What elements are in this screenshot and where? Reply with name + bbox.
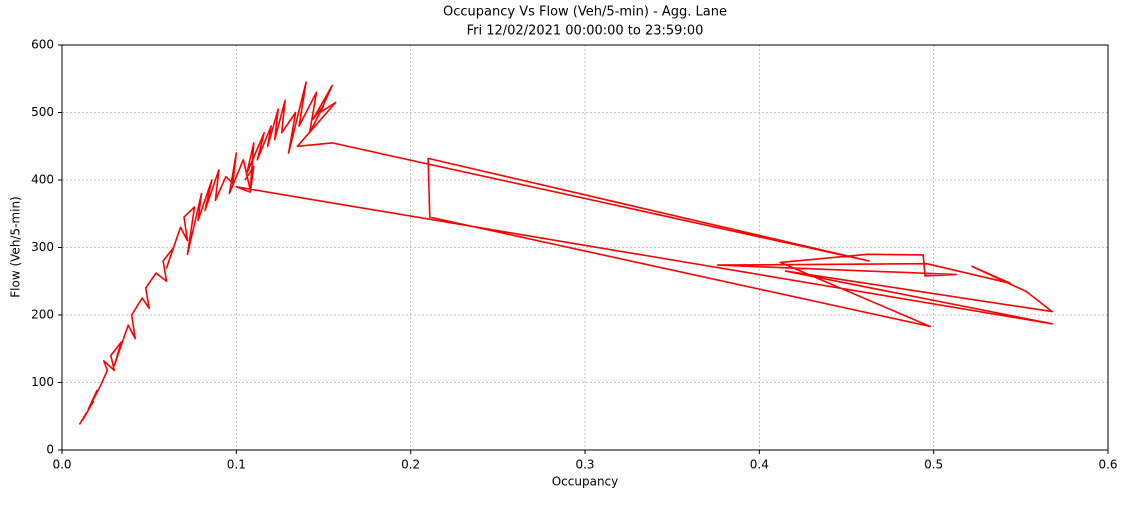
x-tick-label: 0.4 (750, 458, 769, 472)
y-axis-label: Flow (Veh/5-min) (9, 196, 23, 297)
x-tick-label: 0.3 (575, 458, 594, 472)
y-tick-label: 500 (31, 105, 54, 119)
chart-subtitle: Fri 12/02/2021 00:00:00 to 23:59:00 (467, 24, 704, 39)
x-tick-label: 0.2 (401, 458, 420, 472)
x-tick-label: 0.5 (924, 458, 943, 472)
x-tick-label: 0.1 (227, 458, 246, 472)
y-tick-label: 100 (31, 375, 54, 389)
data-line (78, 81, 1053, 425)
y-tick-label: 400 (31, 173, 54, 187)
y-tick-label: 600 (31, 38, 54, 52)
x-tick-label: 0.6 (1098, 458, 1117, 472)
x-tick-label: 0.0 (52, 458, 71, 472)
plot-frame (61, 44, 1109, 451)
y-tick-label: 200 (31, 308, 54, 322)
y-tick-label: 300 (31, 240, 54, 254)
chart-title: Occupancy Vs Flow (Veh/5-min) - Agg. Lan… (443, 5, 727, 20)
y-tick-label: 0 (46, 443, 54, 457)
x-axis-label: Occupancy (552, 475, 619, 489)
